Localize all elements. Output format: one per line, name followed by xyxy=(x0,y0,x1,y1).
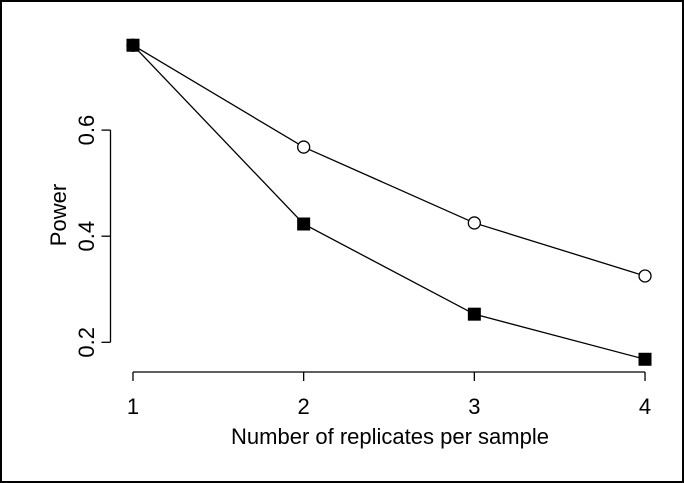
x-tick-label: 4 xyxy=(639,394,651,419)
x-tick-label: 2 xyxy=(298,394,310,419)
marker xyxy=(297,217,311,231)
x-tick-label: 3 xyxy=(468,394,480,419)
marker xyxy=(467,216,481,230)
x-axis-title: Number of replicates per sample xyxy=(231,424,549,449)
marker xyxy=(126,38,140,52)
x-tick-label: 1 xyxy=(127,394,139,419)
marker xyxy=(467,307,481,321)
marker xyxy=(297,140,311,154)
marker xyxy=(638,352,652,366)
y-tick-label: 0.4 xyxy=(74,221,99,252)
series-line xyxy=(132,44,646,277)
series-line xyxy=(132,44,646,360)
y-tick-label: 0.2 xyxy=(74,327,99,358)
y-axis-title: Power xyxy=(46,184,71,246)
marker xyxy=(638,269,652,283)
y-tick-label: 0.6 xyxy=(74,115,99,146)
